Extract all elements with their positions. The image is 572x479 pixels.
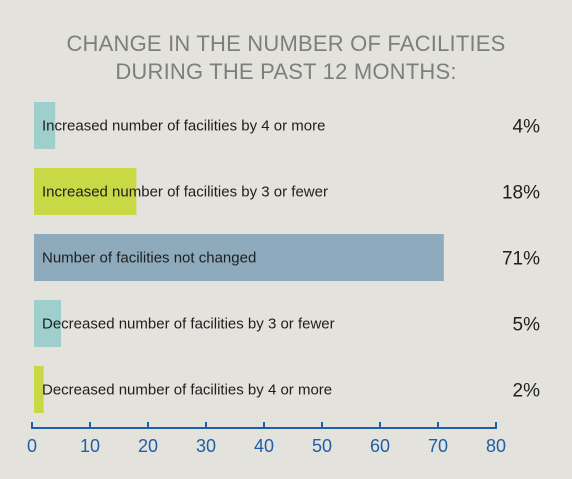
value-label-4: 5% xyxy=(513,315,541,336)
x-tick-label-10: 10 xyxy=(80,436,100,456)
x-tick-label-60: 60 xyxy=(370,436,390,456)
value-label-5: 2% xyxy=(513,381,541,402)
bar-label-4: Decreased number of facilities by 3 or f… xyxy=(42,316,335,333)
bar-label-1: Increased number of facilities by 4 or m… xyxy=(42,118,325,135)
chart-title-line-1: CHANGE IN THE NUMBER OF FACILITIES xyxy=(66,31,506,56)
x-tick-label-20: 20 xyxy=(138,436,158,456)
x-tick-label-0: 0 xyxy=(27,436,37,456)
bar-1 xyxy=(34,102,56,149)
value-label-3: 71% xyxy=(502,249,540,270)
bar-4 xyxy=(34,300,61,347)
value-label-2: 18% xyxy=(502,183,540,204)
bar-2 xyxy=(34,168,137,215)
bar-label-3: Number of facilities not changed xyxy=(42,250,256,267)
bar-label-5: Decreased number of facilities by 4 or m… xyxy=(42,382,332,399)
bar-5 xyxy=(34,366,44,413)
x-tick-label-50: 50 xyxy=(312,436,332,456)
x-tick-label-40: 40 xyxy=(254,436,274,456)
chart-title-line-2: DURING THE PAST 12 MONTHS: xyxy=(115,59,457,84)
x-tick-label-70: 70 xyxy=(428,436,448,456)
bar-3 xyxy=(34,234,444,281)
chart-title: CHANGE IN THE NUMBER OF FACILITIES DURIN… xyxy=(0,30,572,86)
x-tick-label-80: 80 xyxy=(486,436,506,456)
value-label-1: 4% xyxy=(513,117,541,138)
x-tick-label-30: 30 xyxy=(196,436,216,456)
bar-label-2: Increased number of facilities by 3 or f… xyxy=(42,184,328,201)
